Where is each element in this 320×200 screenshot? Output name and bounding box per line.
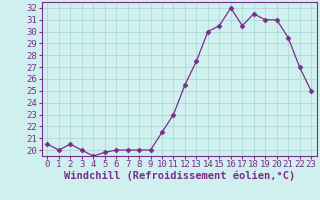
X-axis label: Windchill (Refroidissement éolien,°C): Windchill (Refroidissement éolien,°C) xyxy=(64,171,295,181)
